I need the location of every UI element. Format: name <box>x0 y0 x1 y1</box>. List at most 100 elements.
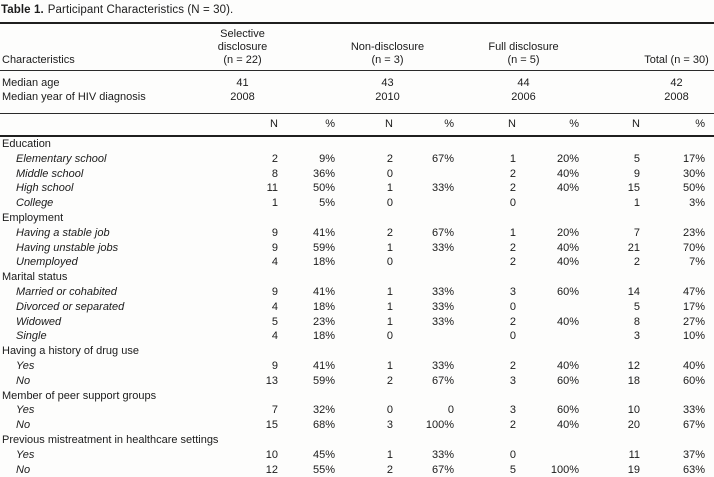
section-row: Marital status <box>0 270 714 285</box>
cell-n: 19 <box>627 463 640 476</box>
row-label: Middle school <box>16 167 84 180</box>
cell-n: 12 <box>265 463 278 476</box>
cell-n: 11 <box>266 182 278 195</box>
data-row: College 1 5% 0 0 1 3% <box>0 196 714 211</box>
cell-percent: 18% <box>312 256 335 269</box>
group-header-non-disclosure: Non-disclosure (n = 3) <box>335 23 454 71</box>
row-label: Elementary school <box>16 152 107 165</box>
median-value: 2010 <box>335 90 454 114</box>
cell-n: 1 <box>271 197 278 210</box>
median-value: 2006 <box>454 90 579 114</box>
cell-percent: 40% <box>556 419 579 432</box>
subheader-percent: % <box>640 113 714 137</box>
cell-n: 8 <box>271 167 278 180</box>
cell-percent: 67% <box>431 374 454 387</box>
cell-n: 1 <box>633 197 640 210</box>
row-label: Yes <box>16 404 35 417</box>
cell-percent: 40% <box>556 256 579 269</box>
cell-percent: 32% <box>312 404 335 417</box>
cell-n: 2 <box>509 167 516 180</box>
row-label: Unemployed <box>16 256 78 269</box>
median-value: 44 <box>454 71 579 91</box>
cell-n: 2 <box>509 241 516 254</box>
median-value: 41 <box>236 71 335 91</box>
cell-percent <box>393 167 454 182</box>
cell-n: 2 <box>509 315 516 328</box>
cell-n: 8 <box>633 315 640 328</box>
cell-percent: 33% <box>431 300 454 313</box>
cell-n: 2 <box>509 182 516 195</box>
group-header-line: Non-disclosure <box>350 41 425 53</box>
cell-percent: 36% <box>312 167 335 180</box>
cell-n: 1 <box>509 152 516 165</box>
median-value-text: 2006 <box>511 91 536 103</box>
cell-n: 13 <box>265 374 278 387</box>
cell-percent: 18% <box>312 330 335 343</box>
data-row: Elementary school 2 9% 2 67% 1 20% 5 17% <box>0 152 714 167</box>
cell-n: 3 <box>509 404 516 417</box>
section-label: Employment <box>2 211 64 224</box>
cell-n: 5 <box>271 315 278 328</box>
cell-n: 14 <box>627 285 640 298</box>
cell-n: 5 <box>509 463 516 476</box>
group-header-line: (n = 5) <box>507 54 540 66</box>
cell-percent: 60% <box>682 374 706 387</box>
data-row: Middle school 8 36% 0 2 40% 9 30% <box>0 167 714 182</box>
cell-percent: 50% <box>312 182 335 195</box>
cell-n: 1 <box>386 359 393 372</box>
section-label: Marital status <box>2 271 68 284</box>
cell-n: 10 <box>265 448 278 461</box>
cell-n: 9 <box>271 226 278 239</box>
cell-percent: 33% <box>431 359 454 372</box>
section-row: Education <box>0 136 714 152</box>
median-value: 2008 <box>579 90 714 114</box>
cell-n: 1 <box>386 241 393 254</box>
section-label: Having a history of drug use <box>2 345 139 358</box>
cell-n: 0 <box>386 167 393 180</box>
median-value-text: 44 <box>517 77 530 89</box>
row-label: Yes <box>16 359 35 372</box>
data-row: No 12 55% 2 67% 5 100% 19 63% <box>0 463 714 477</box>
row-label: Widowed <box>16 315 62 328</box>
cell-n: 9 <box>633 167 640 180</box>
cell-n: 0 <box>509 300 516 313</box>
cell-n: 4 <box>271 300 278 313</box>
cell-n: 3 <box>509 374 516 387</box>
cell-percent: 33% <box>431 241 454 254</box>
group-header-line: (n = 3) <box>371 54 404 66</box>
section-label: Education <box>2 138 51 150</box>
group-header-line: Full disclosure <box>488 41 559 53</box>
cell-n: 2 <box>509 419 516 432</box>
data-row: Yes 7 32% 0 0 3 60% 10 33% <box>0 403 714 418</box>
cell-percent: 68% <box>312 419 335 432</box>
cell-percent <box>516 329 579 344</box>
cell-percent: 40% <box>556 241 579 254</box>
cell-percent: 3% <box>689 197 706 210</box>
row-label: Having unstable jobs <box>16 241 119 254</box>
row-label: No <box>16 463 31 476</box>
cell-percent: 33% <box>431 448 454 461</box>
data-row: No 15 68% 3 100% 2 40% 20 67% <box>0 418 714 433</box>
cell-percent: 100% <box>425 419 454 432</box>
median-row-label: Median age <box>2 77 60 89</box>
cell-percent: 55% <box>312 463 335 476</box>
cell-n: 1 <box>386 448 393 461</box>
cell-percent: 33% <box>431 285 454 298</box>
data-row: Unemployed 4 18% 0 2 40% 2 7% <box>0 255 714 270</box>
cell-n: 3 <box>509 285 516 298</box>
cell-n: 2 <box>386 374 393 387</box>
subheader-percent: % <box>393 113 454 137</box>
data-row: Married or cohabited 9 41% 1 33% 3 60% 14 47% <box>0 285 714 300</box>
cell-percent: 67% <box>682 419 706 432</box>
group-header-total: Total (n = 30) <box>579 23 714 71</box>
row-label: Single <box>16 330 47 343</box>
row-label: Having a stable job <box>16 226 110 239</box>
cell-percent <box>516 196 579 211</box>
cell-percent: 40% <box>556 182 579 195</box>
cell-percent: 41% <box>312 285 335 298</box>
row-label: No <box>16 419 31 432</box>
cell-percent <box>516 448 579 463</box>
median-value-text: 43 <box>381 77 394 89</box>
cell-percent: 67% <box>431 463 454 476</box>
cell-percent: 0 <box>447 404 454 417</box>
